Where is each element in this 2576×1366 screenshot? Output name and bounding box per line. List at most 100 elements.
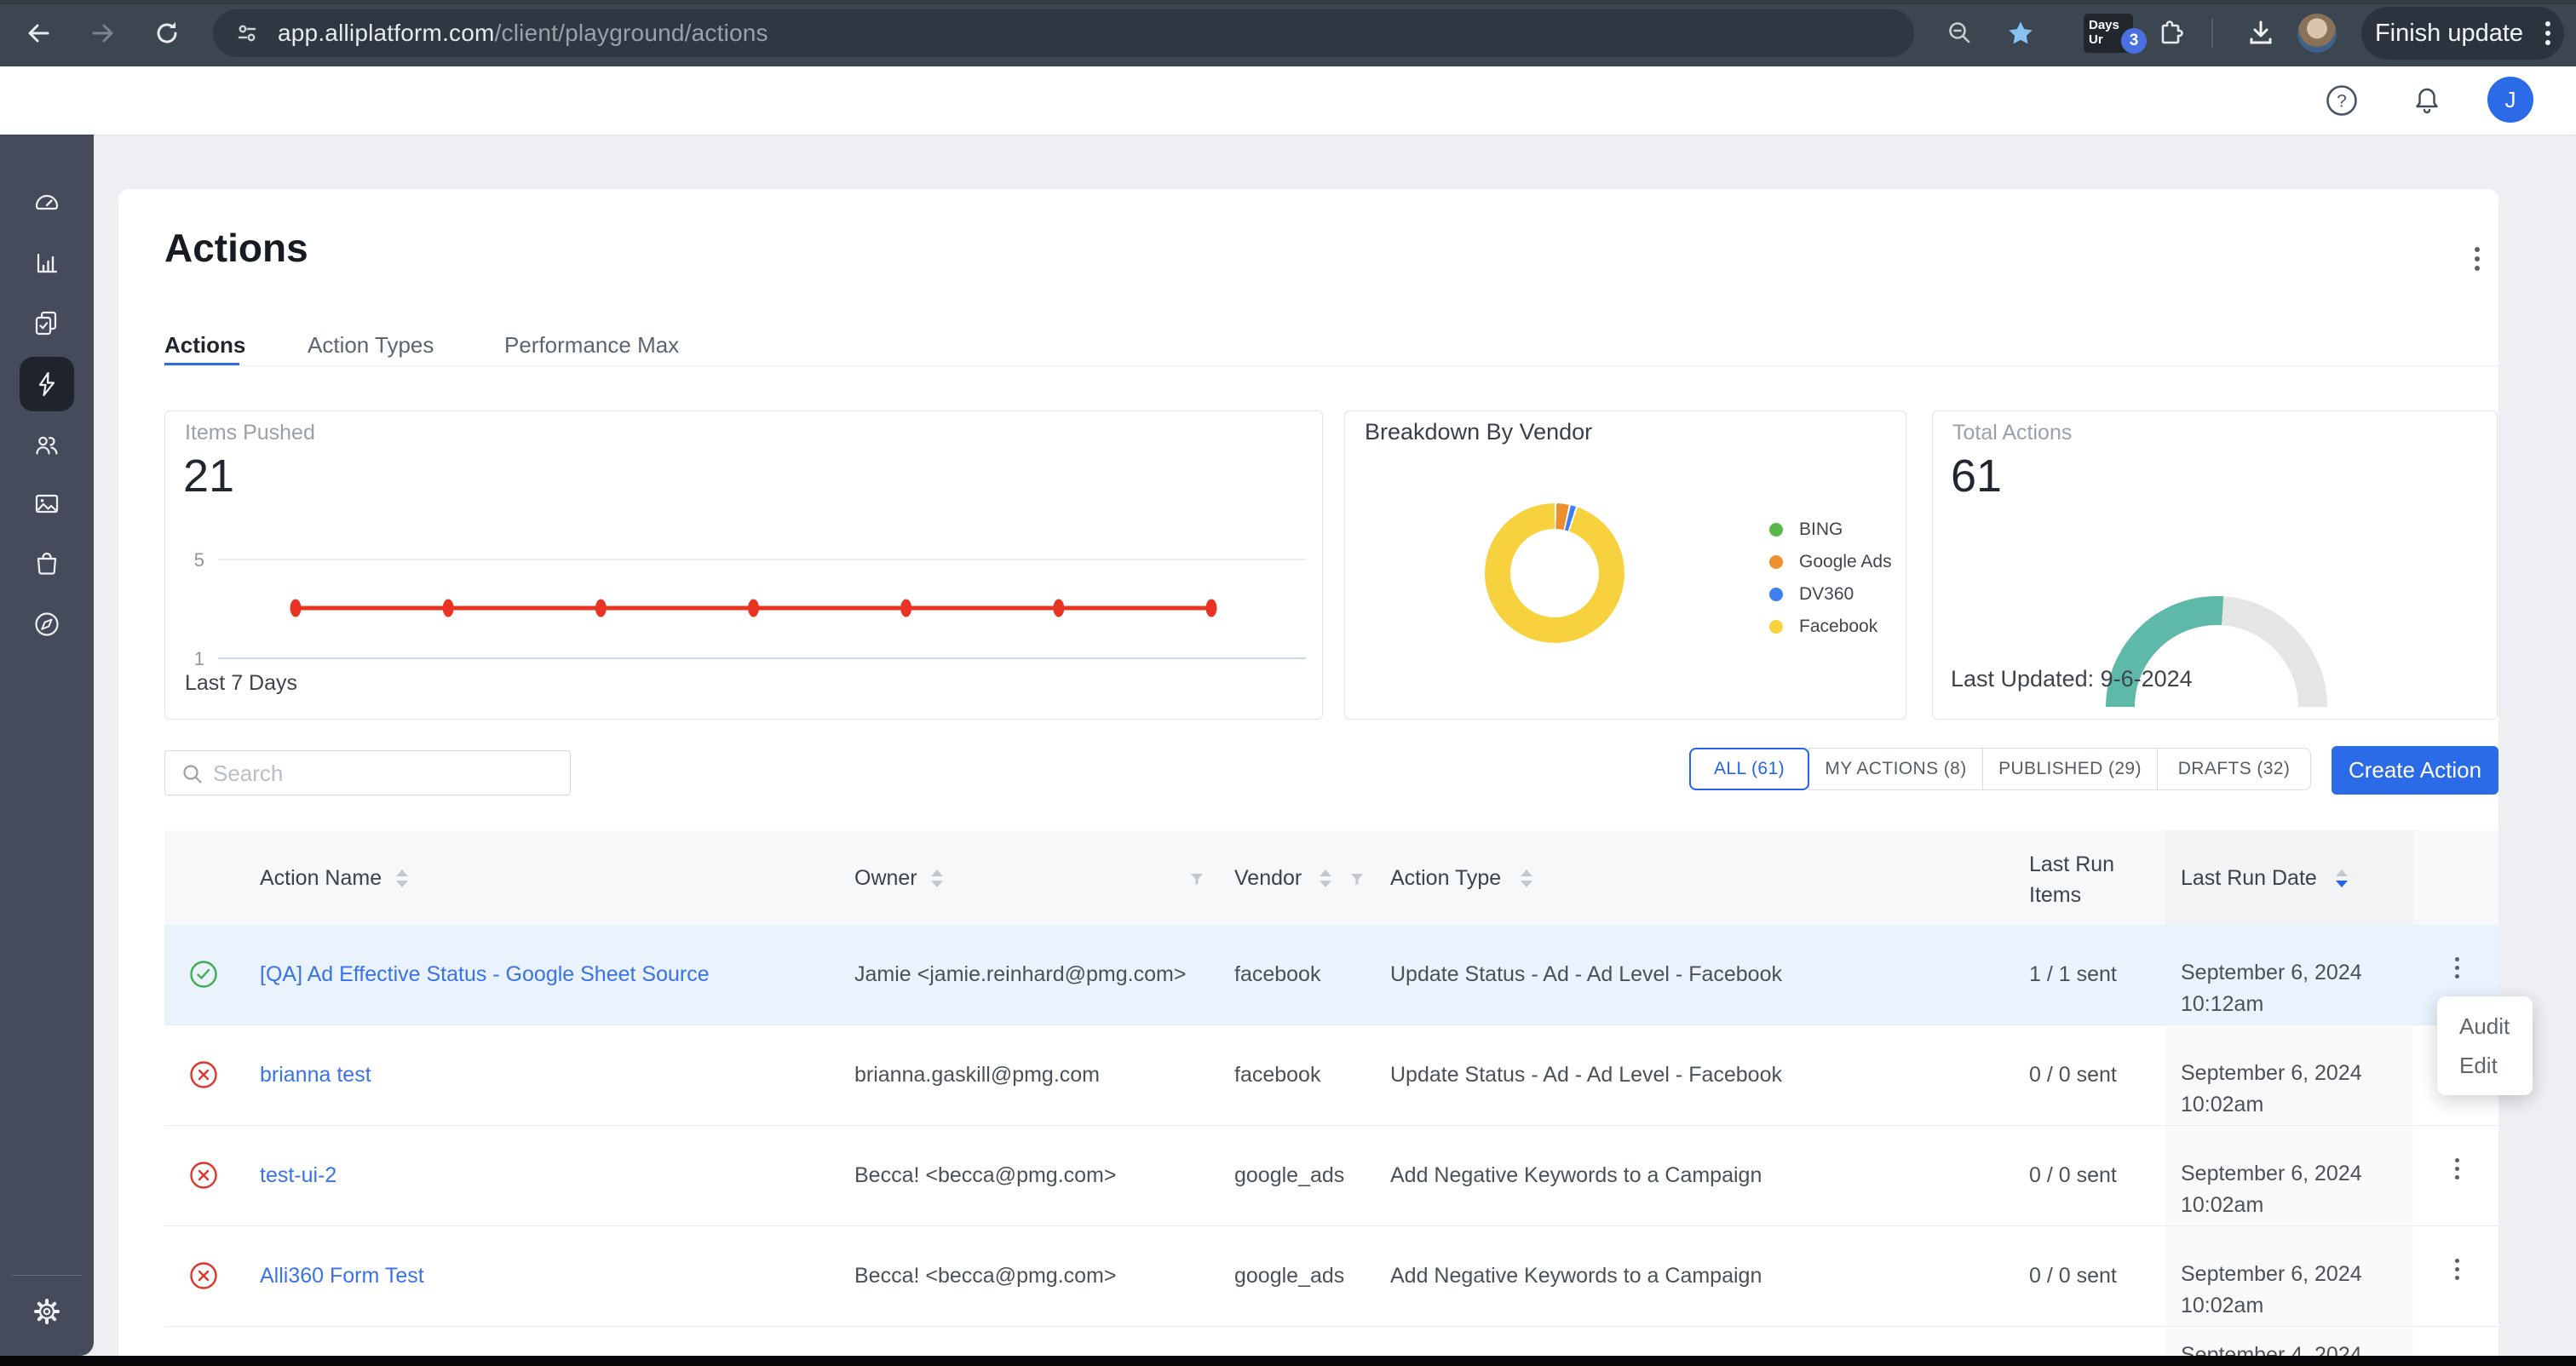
action-name-link[interactable]: [QA] Ad Effective Status - Google Sheet …	[260, 962, 710, 986]
legend-item: Facebook	[1769, 611, 1892, 643]
legend-item: BING	[1769, 514, 1892, 546]
last-updated-text: Last Updated: 9-6-2024	[1951, 666, 2193, 692]
reload-icon[interactable]	[152, 18, 182, 49]
last-run-date-cell: September 6, 2024 10:12am	[2181, 961, 2362, 1016]
download-icon[interactable]	[2245, 18, 2276, 49]
bottom-bar	[0, 1356, 2576, 1366]
last-run-items-cell: 1 / 1 sent	[2029, 962, 2117, 986]
search-input[interactable]	[211, 751, 555, 796]
extension-badge[interactable]: Days Ur	[2084, 14, 2133, 53]
filter-all-61[interactable]: ALL (61)	[1689, 748, 1809, 790]
extensions-puzzle-icon[interactable]	[2155, 18, 2186, 49]
create-action-label: Create Action	[2348, 757, 2482, 783]
legend-dot	[1769, 555, 1783, 569]
sort-last-run-date[interactable]	[2336, 870, 2348, 890]
address-bar[interactable]: app.alliplatform.com/client/playground/a…	[213, 9, 1914, 57]
table-row[interactable]: [QA] Ad Effective Status - Google Sheet …	[164, 925, 2498, 1025]
total-actions-gauge	[2106, 596, 2327, 707]
search-icon	[183, 765, 202, 783]
col-last-run-date[interactable]: Last Run Date	[2181, 866, 2317, 890]
legend-label: DV360	[1799, 584, 1854, 604]
sort-action-name[interactable]	[396, 870, 408, 890]
context-menu-item-audit[interactable]: Audit	[2459, 1013, 2510, 1039]
context-menu-item-edit[interactable]: Edit	[2459, 1053, 2498, 1078]
filter-drafts-32[interactable]: DRAFTS (32)	[2157, 748, 2311, 790]
sidebar-item-settings[interactable]	[32, 1296, 62, 1327]
sort-owner[interactable]	[931, 870, 943, 890]
col-action-name[interactable]: Action Name	[260, 866, 382, 890]
finish-update-button[interactable]: Finish update	[2361, 7, 2564, 60]
action-type-cell: Add Negative Keywords to a Campaign	[1390, 1163, 1762, 1187]
tab-action-types[interactable]: Action Types	[308, 332, 434, 358]
table-row[interactable]: brianna test brianna.gaskill@pmg.com faceb…	[164, 1025, 2498, 1126]
browser-profile-avatar[interactable]	[2297, 14, 2337, 53]
last-run-date-cell: September 6, 2024 10:02am	[2181, 1061, 2362, 1116]
action-type-cell: Update Status - Ad - Ad Level - Facebook	[1390, 1063, 1782, 1087]
row-menu-button[interactable]	[2438, 1153, 2475, 1196]
page-menu-button[interactable]	[2458, 240, 2496, 278]
help-icon[interactable]: ?	[2325, 83, 2359, 118]
legend-item: DV360	[1769, 578, 1892, 611]
toolbar-divider	[2211, 19, 2213, 48]
notifications-bell-icon[interactable]	[2410, 83, 2444, 118]
sidebar-item-creative[interactable]	[32, 489, 62, 519]
browser-toolbar: app.alliplatform.com/client/playground/a…	[0, 0, 2576, 66]
action-type-cell: Add Negative Keywords to a Campaign	[1390, 1264, 1762, 1288]
status-error-icon	[189, 1261, 218, 1290]
legend-dot	[1769, 523, 1783, 537]
filter-vendor-icon[interactable]	[1348, 871, 1366, 888]
row-menu-button[interactable]	[2438, 952, 2475, 995]
filter-published-29[interactable]: PUBLISHED (29)	[1982, 748, 2158, 790]
table-row-partial[interactable]: September 4, 2024	[164, 1328, 2498, 1356]
tab-actions[interactable]: Actions	[164, 332, 246, 358]
legend-label: BING	[1799, 519, 1843, 539]
page-title: Actions	[164, 226, 308, 270]
action-name-link[interactable]: Alli360 Form Test	[260, 1264, 424, 1288]
site-settings-icon[interactable]	[232, 18, 262, 49]
tab-performance-max[interactable]: Performance Max	[504, 332, 680, 358]
back-icon[interactable]	[23, 18, 54, 49]
sort-action-type[interactable]	[1521, 870, 1532, 890]
filter-owner-icon[interactable]	[1188, 871, 1205, 888]
total-actions-label: Total Actions	[1952, 421, 2073, 445]
sidebar-item-shopping[interactable]	[32, 548, 62, 579]
url-text: app.alliplatform.com/client/playground/a…	[278, 20, 768, 47]
col-last-run-items[interactable]: Last Run Items	[2029, 852, 2115, 907]
status-error-icon	[189, 1161, 218, 1190]
sidebar-item-analytics[interactable]	[32, 248, 62, 278]
sidebar-item-explore[interactable]	[32, 609, 62, 640]
row-context-menu: Audit Edit	[2437, 996, 2533, 1095]
sidebar-item-dashboard[interactable]	[32, 188, 62, 219]
sidebar-item-tasks[interactable]	[32, 308, 62, 339]
status-error-icon	[189, 1060, 218, 1089]
sidebar-item-audiences[interactable]	[32, 430, 62, 461]
forward-icon[interactable]	[88, 18, 118, 49]
user-avatar[interactable]: J	[2487, 77, 2533, 123]
col-vendor[interactable]: Vendor	[1234, 866, 1302, 890]
breakdown-title: Breakdown By Vendor	[1365, 419, 1593, 445]
zoom-out-icon[interactable]	[1944, 18, 1975, 49]
bookmark-star-icon[interactable]	[2005, 18, 2036, 49]
action-name-link[interactable]: test-ui-2	[260, 1163, 337, 1187]
last-run-date-cell: September 6, 2024 10:02am	[2181, 1262, 2362, 1317]
items-pushed-chart	[290, 599, 1217, 617]
status-success-icon	[189, 960, 218, 989]
url-host: app.alliplatform.com	[278, 20, 495, 46]
create-action-button[interactable]: Create Action	[2332, 746, 2498, 795]
sidebar-item-actions[interactable]	[32, 369, 62, 399]
action-name-link[interactable]: brianna test	[260, 1063, 371, 1087]
sidebar-divider	[12, 1275, 82, 1276]
table-row[interactable]: test-ui-2 Becca! <becca@pmg.com> google_ad…	[164, 1126, 2498, 1226]
col-owner[interactable]: Owner	[854, 866, 917, 890]
col-action-type[interactable]: Action Type	[1390, 866, 1502, 890]
last-run-items-cell: 0 / 0 sent	[2029, 1063, 2117, 1087]
sort-vendor[interactable]	[1320, 870, 1331, 890]
browser-menu-icon[interactable]	[2545, 21, 2551, 26]
sidebar-active-indicator	[20, 357, 74, 411]
gridline-bottom	[218, 657, 1306, 659]
last-run-date-cell: September 4, 2024	[2181, 1343, 2362, 1356]
filter-my-actions-8[interactable]: MY ACTIONS (8)	[1808, 748, 1983, 790]
table-row[interactable]: Alli360 Form Test Becca! <becca@pmg.com> g…	[164, 1226, 2498, 1327]
row-menu-button[interactable]	[2438, 1254, 2475, 1296]
